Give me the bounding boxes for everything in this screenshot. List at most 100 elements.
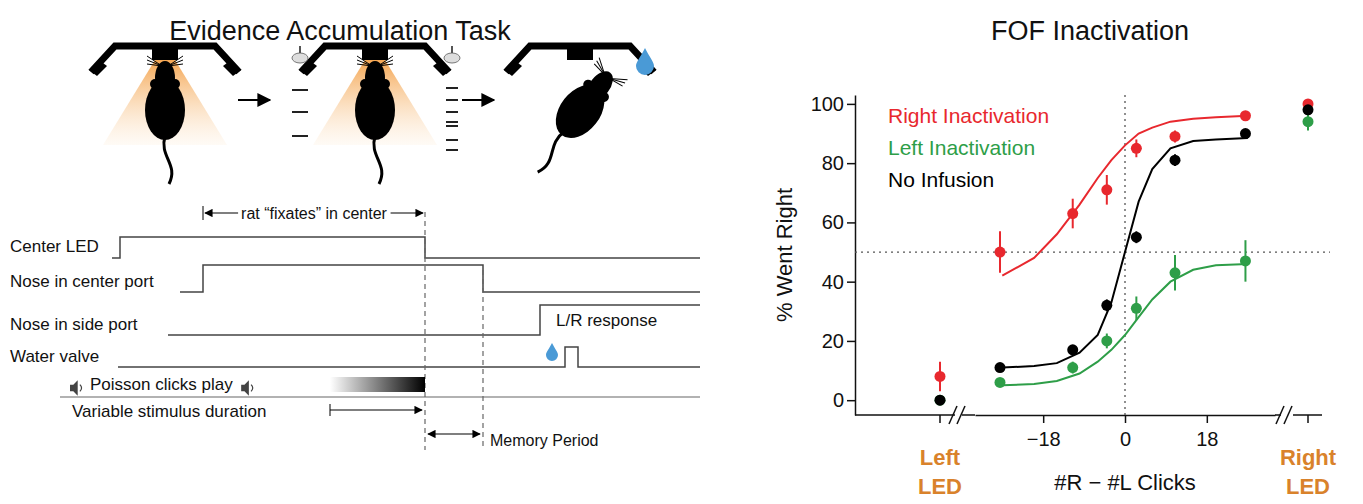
fit-curve: [1002, 264, 1247, 385]
axis-break: [949, 406, 957, 424]
tick: 60: [822, 211, 855, 233]
whisker: [147, 56, 162, 66]
whisker: [168, 60, 183, 66]
tick: 0: [1120, 415, 1131, 450]
tick-mark: [847, 341, 855, 343]
whisker: [378, 60, 393, 66]
whisker: [610, 74, 626, 88]
data-point: [1170, 131, 1181, 142]
chart-title: FOF Inactivation: [991, 16, 1189, 46]
data-point: [1131, 232, 1142, 243]
tick-mark: [1125, 415, 1127, 423]
whisker: [378, 64, 393, 66]
dashed-marker: [482, 270, 483, 450]
click: [446, 125, 458, 127]
whisker: [593, 61, 609, 75]
fixation-label: rat “fixates” in center: [241, 205, 388, 222]
tick-mark: [847, 400, 855, 402]
click: [446, 111, 458, 113]
data-point: [1067, 362, 1078, 373]
row-label: Nose in side port: [10, 315, 138, 334]
speaker: [241, 380, 249, 395]
tick-label: −18: [1027, 428, 1061, 450]
center-port: [567, 44, 593, 60]
timing-trace: [60, 396, 700, 397]
apparatus: [299, 44, 451, 145]
sound-wave: [251, 385, 253, 392]
rat: [355, 56, 395, 184]
center-port: [362, 44, 388, 60]
rat-tail: [374, 136, 382, 184]
bracket-end: [203, 206, 204, 220]
light-cone: [103, 60, 227, 145]
whisker: [357, 56, 372, 66]
speaker-stand: [299, 46, 301, 53]
data-point: [1240, 110, 1251, 121]
plot-area: [855, 95, 1330, 415]
chart: FOF Inactivation020406080100−18018% Went…: [772, 16, 1337, 499]
tick: 100: [811, 93, 855, 115]
fit-curve: [1002, 138, 1247, 368]
led-point: [1303, 104, 1314, 115]
rat: [145, 56, 185, 184]
led-point: [935, 371, 946, 382]
rat-head: [581, 67, 618, 106]
panel-title: Evidence Accumulation Task: [169, 16, 511, 46]
data-point: [1170, 267, 1181, 278]
tick-label: 0: [833, 389, 844, 411]
click: [446, 99, 458, 101]
timing-trace: [118, 347, 700, 367]
click: [292, 111, 308, 113]
tick-label: 40: [822, 271, 844, 293]
center-port: [152, 44, 178, 60]
tick-label: 20: [822, 330, 844, 352]
bracket-arrow: [205, 212, 238, 213]
data-point: [1131, 143, 1142, 154]
tick-label: 60: [822, 211, 844, 233]
tick: −18: [1027, 415, 1061, 450]
data-point: [1131, 303, 1142, 314]
data-point: [995, 247, 1006, 258]
apparatus: [504, 44, 656, 76]
side-port: [89, 60, 107, 76]
speaker-icon: [70, 380, 82, 395]
bracket-arrow: [428, 433, 480, 434]
led-label-line: LED: [1286, 474, 1330, 499]
whisker: [378, 56, 393, 66]
side-port: [504, 60, 522, 76]
rat-head: [365, 61, 385, 95]
rat-tail: [534, 131, 570, 174]
tick: 0: [833, 389, 855, 411]
click: [446, 121, 458, 123]
axis-break: [957, 406, 965, 424]
rat-tail: [164, 136, 172, 184]
figure: Evidence Accumulation Task Center LED Nose…: [0, 0, 1363, 504]
axis-line: [855, 96, 857, 416]
row-label: Center LED: [10, 237, 99, 256]
water-drop: [636, 48, 654, 75]
x-axis: −18 0 18: [976, 415, 1276, 450]
speaker-stand: [451, 46, 453, 53]
clicks-label: Poisson clicks play: [90, 375, 233, 394]
led-label-line: LED: [918, 474, 962, 499]
axis-break: [1284, 406, 1292, 424]
data-point: [1170, 155, 1181, 166]
row-label: Nose in center port: [10, 272, 154, 291]
rat-ear: [581, 78, 595, 92]
click: [292, 135, 308, 137]
data-point: [1101, 300, 1112, 311]
data-point: [1240, 255, 1251, 266]
axis-segment: [962, 414, 975, 416]
data-point: [1067, 208, 1078, 219]
led-label: RightLED: [1280, 445, 1337, 499]
rat-ear: [150, 79, 160, 89]
tick-label: 18: [1196, 428, 1218, 450]
whisker: [593, 58, 611, 75]
led-tick: [1307, 415, 1309, 423]
whisker: [147, 64, 162, 66]
y-axis-title: % Went Right: [772, 188, 797, 322]
whisker: [610, 71, 628, 88]
data-point: [1101, 184, 1112, 195]
legend: Right InactivationLeft InactivationNo In…: [888, 104, 1049, 191]
y-axis: 020406080100: [811, 93, 856, 416]
